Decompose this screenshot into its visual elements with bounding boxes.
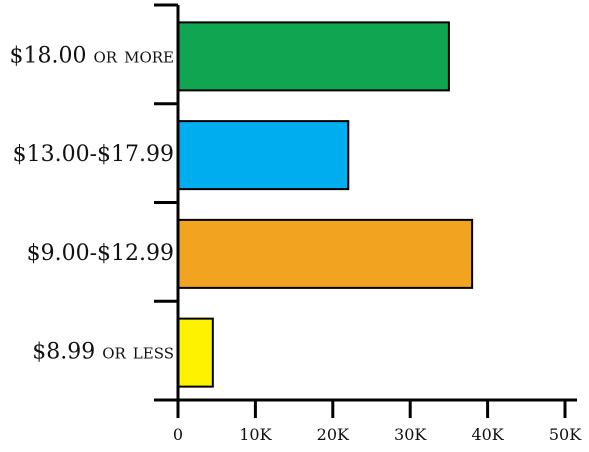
category-label-2: $9.00-$12.99 <box>27 241 174 266</box>
category-label-1: $13.00-$17.99 <box>13 142 174 167</box>
x-tick-label-5: 50K <box>549 425 582 444</box>
x-tick-label-0: 0 <box>173 425 183 444</box>
category-label-3: $8.99 or less <box>32 340 174 365</box>
bar-3 <box>177 317 214 388</box>
bars-group <box>177 21 474 388</box>
labels-group: $18.00 or more $13.00-$17.99 $9.00-$12.99 $… <box>10 43 583 444</box>
x-tick-label-2: 20K <box>317 425 350 444</box>
bar-0 <box>177 21 450 92</box>
category-label-0: $18.00 or more <box>10 43 174 68</box>
bar-1 <box>177 120 350 191</box>
x-tick-label-3: 30K <box>394 425 427 444</box>
axes-group <box>154 3 577 418</box>
x-tick-label-4: 40K <box>471 425 504 444</box>
bar-2 <box>177 218 474 289</box>
x-tick-label-1: 10K <box>239 425 272 444</box>
